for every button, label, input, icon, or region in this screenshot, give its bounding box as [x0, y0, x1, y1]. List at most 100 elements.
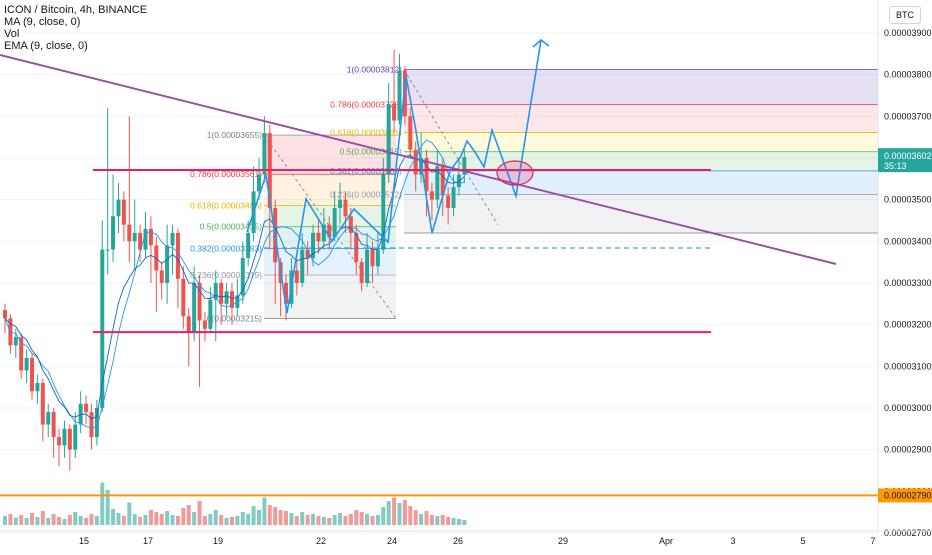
fib-right-zone — [404, 69, 878, 105]
fib-right-zone — [404, 194, 878, 233]
candle-body — [148, 228, 153, 246]
candle-body — [197, 282, 202, 321]
candle-body — [121, 199, 126, 225]
candle-body — [73, 424, 78, 450]
candle-body — [94, 407, 99, 438]
candle-body — [370, 249, 375, 267]
highlight-ellipse — [496, 160, 534, 186]
candle-body — [24, 357, 29, 371]
volume-bar — [440, 515, 445, 525]
candle-body — [57, 437, 62, 446]
fib-right-label: 0.786(0.00003728) — [330, 100, 402, 110]
volume-bar — [246, 514, 251, 525]
price-tick-label: 0.00002700 — [884, 528, 932, 538]
time-tick-label: Apr — [659, 536, 673, 546]
fib-right-trend — [403, 69, 499, 226]
volume-bar — [311, 514, 316, 525]
time-tick-label: 24 — [387, 536, 397, 546]
candle-body — [132, 232, 137, 242]
currency-button[interactable]: BTC — [889, 6, 921, 24]
candle-body — [429, 191, 434, 200]
volume-bar — [402, 500, 407, 525]
candle-body — [256, 174, 261, 192]
volume-bar — [370, 516, 375, 525]
volume-bar — [116, 513, 121, 525]
volume-bar — [89, 514, 94, 525]
volume-bar — [429, 515, 434, 525]
volume-bar — [197, 501, 202, 525]
candle-body — [175, 232, 180, 279]
volume-bar — [332, 515, 337, 525]
volume-bar — [359, 512, 364, 525]
fib-left-label: 0.5(0.00003435) — [200, 222, 263, 232]
candle-body — [446, 195, 451, 208]
candle-body — [186, 316, 191, 333]
fib-left-label: 0.382(0.00003383) — [190, 243, 262, 253]
volume-bar — [251, 506, 256, 525]
volume-bar — [375, 515, 380, 525]
candle-body — [397, 70, 402, 121]
time-tick-label: 7 — [870, 536, 875, 546]
fib-right-label: 0.236(0.00003512) — [330, 190, 402, 200]
time-tick-label: 17 — [143, 536, 153, 546]
volume-bar — [192, 512, 197, 525]
time-axis: 15 17 19 22 24 26 29 Apr 3 5 7 — [0, 530, 932, 546]
volume-bar — [386, 501, 391, 525]
candle-body — [381, 174, 386, 250]
candle-body — [240, 257, 245, 296]
legend-ma[interactable]: MA (9, close, 0) — [4, 16, 81, 28]
time-tick-label: 5 — [800, 536, 805, 546]
volume-bar — [121, 516, 126, 525]
price-axis: 0.000039000.000038000.000037000.00003600… — [877, 0, 932, 538]
candle-body — [456, 174, 461, 188]
drawings — [0, 38, 878, 497]
elliott-wave-projection — [246, 39, 542, 314]
fib-left-zone — [264, 205, 396, 227]
volume-bar — [67, 515, 72, 525]
volume-bar — [397, 503, 402, 525]
candle-body — [84, 403, 89, 413]
volume-bar — [229, 517, 234, 525]
fib-right-label: 0.618(0.00003661) — [330, 128, 402, 138]
candle-body — [127, 224, 132, 242]
legend-vol[interactable]: Vol — [4, 28, 20, 40]
volume-bar — [424, 511, 429, 525]
volume-bar — [408, 506, 413, 525]
legend-symbol[interactable]: ICON / Bitcoin, 4h, BINANCE — [4, 4, 148, 16]
candle-body — [321, 224, 326, 242]
price-tick-label: 0.00003500 — [884, 195, 932, 205]
fib-right-label: 1(0.00003812) — [347, 65, 402, 75]
candle-body — [365, 249, 370, 283]
volume-bar — [62, 519, 67, 525]
volume-bar — [111, 509, 116, 525]
candle-body — [30, 357, 35, 392]
candle-body — [338, 199, 343, 208]
candle-body — [170, 232, 175, 246]
candle-body — [294, 270, 299, 283]
candle-body — [440, 166, 445, 196]
volume-bar — [127, 502, 132, 525]
candle-body — [3, 310, 7, 319]
trendline — [0, 54, 837, 265]
volume-bar — [148, 510, 153, 525]
candle-body — [19, 337, 24, 371]
volume-bar — [338, 513, 343, 525]
volume-bar — [224, 518, 229, 525]
candle-body — [424, 157, 429, 192]
current-price-label: 0.00003602 — [884, 151, 932, 161]
fib-left-label: 0.618(0.00003486) — [190, 200, 262, 210]
volume-bar — [3, 516, 7, 525]
volume-bar — [413, 510, 418, 525]
volume-bar — [19, 515, 24, 525]
volume-bar — [267, 505, 272, 525]
fib-right-drawing: 1(0.00003812) 0.786(0.00003728) 0.618(0.00… — [330, 65, 878, 234]
volume-bar — [51, 514, 56, 525]
volume-bar — [294, 516, 299, 525]
legend-ema[interactable]: EMA (9, close, 0) — [4, 40, 88, 52]
volume-bar — [316, 516, 321, 525]
fib-right-label: 0.5(0.00003615) — [340, 147, 403, 157]
candle-body — [284, 282, 289, 304]
volume-bar — [8, 514, 13, 525]
